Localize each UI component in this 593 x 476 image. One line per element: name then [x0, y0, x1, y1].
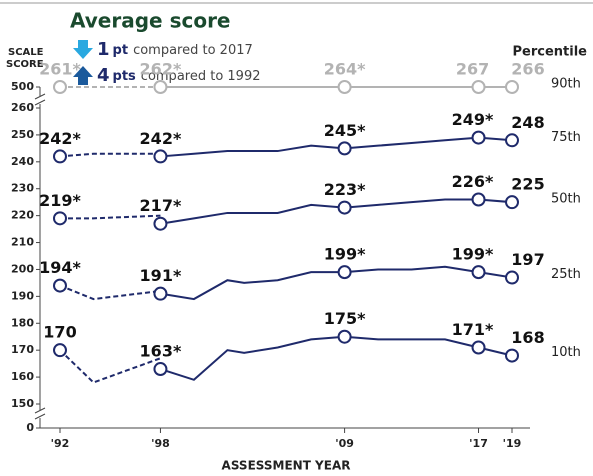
point — [471, 80, 486, 94]
y-tick-label: 200 — [11, 262, 34, 275]
change-arrow — [73, 66, 93, 85]
point — [337, 141, 352, 156]
point — [153, 362, 168, 377]
point — [53, 278, 67, 293]
change-arrow — [73, 40, 93, 59]
line — [160, 265, 513, 301]
change-unit: pt — [113, 43, 129, 58]
legend-label: 25th — [551, 267, 581, 282]
legend-label: 10th — [551, 345, 581, 360]
point — [505, 195, 519, 210]
point — [337, 200, 352, 215]
data-label: 248 — [511, 113, 544, 132]
x-tick-label: '98 — [151, 437, 170, 450]
point — [471, 265, 486, 280]
data-label: 226* — [452, 172, 494, 191]
legend-title: Percentile — [513, 45, 588, 60]
point — [153, 216, 168, 231]
change-description: compared to 1992 — [141, 69, 261, 84]
y-tick-label: 210 — [11, 236, 34, 249]
line — [160, 136, 513, 158]
point — [337, 329, 352, 344]
axis-break — [34, 93, 46, 106]
x-tick-label: '19 — [503, 437, 522, 450]
y-tick-label: 500 — [11, 80, 34, 93]
change-text: 1 pt compared to 2017 — [97, 39, 253, 60]
point — [505, 270, 519, 285]
data-label: 163* — [140, 342, 182, 361]
point — [53, 343, 67, 358]
data-label: 217* — [140, 196, 182, 215]
change-unit: pts — [113, 69, 137, 84]
point — [53, 211, 67, 226]
data-label: 199* — [324, 245, 366, 264]
data-label: 262* — [140, 60, 182, 79]
data-label: 267 — [456, 60, 489, 79]
chart-title: Average score — [70, 9, 231, 33]
data-label: 266 — [511, 60, 544, 79]
point — [153, 80, 168, 94]
y-axis-label: SCALE — [8, 47, 44, 58]
data-label: 168 — [511, 328, 544, 347]
data-label: 191* — [140, 266, 182, 285]
y-tick-label: 230 — [11, 182, 34, 195]
point — [53, 80, 67, 94]
data-label: 199* — [452, 245, 494, 264]
y-tick-label: 180 — [11, 316, 34, 329]
dashed-line — [60, 214, 161, 220]
point — [471, 130, 486, 145]
point — [53, 149, 67, 164]
change-amount: 1 — [97, 39, 110, 60]
change-description: compared to 2017 — [133, 43, 253, 58]
data-label: 171* — [452, 320, 494, 339]
point — [505, 80, 519, 94]
data-label: 175* — [324, 309, 366, 328]
x-tick-label: '92 — [51, 437, 70, 450]
legend-label: 50th — [551, 192, 581, 207]
change-amount: 4 — [97, 65, 110, 86]
dashed-line — [59, 284, 161, 301]
line — [160, 335, 513, 381]
x-axis-label: ASSESSMENT YEAR — [222, 459, 351, 473]
y-tick-label: 250 — [11, 128, 34, 141]
change-text: 4 pts compared to 1992 — [97, 65, 261, 86]
point — [153, 286, 168, 301]
point — [153, 149, 168, 164]
point — [471, 340, 486, 355]
data-label: 249* — [452, 110, 494, 129]
line — [160, 198, 513, 225]
point — [471, 192, 486, 207]
point — [505, 133, 519, 148]
y-tick-label: 190 — [11, 289, 34, 302]
data-label: 170 — [43, 323, 76, 342]
y-tick-label: 220 — [11, 209, 34, 222]
data-label: 242* — [39, 129, 81, 148]
data-label: 223* — [324, 180, 366, 199]
point — [505, 348, 519, 363]
legend-label: 90th — [551, 77, 581, 92]
data-label: 245* — [324, 121, 366, 140]
data-label: 242* — [140, 129, 182, 148]
y-tick-label: 260 — [11, 101, 34, 114]
x-tick-label: '09 — [335, 437, 354, 450]
data-label: 261* — [39, 60, 81, 79]
data-label: 219* — [39, 191, 81, 210]
data-label: 225 — [511, 175, 544, 194]
x-tick-label: '17 — [469, 437, 488, 450]
y-tick-label: 240 — [11, 155, 34, 168]
data-label: 197 — [511, 250, 544, 269]
data-label: 194* — [39, 258, 81, 277]
dashed-line — [59, 152, 161, 158]
y-tick-label: 150 — [11, 397, 34, 410]
data-label: 264* — [324, 60, 366, 79]
point — [337, 265, 352, 280]
axis-break — [34, 407, 46, 420]
y-tick-label: 0 — [26, 421, 34, 434]
point — [337, 80, 352, 94]
y-tick-label: 170 — [11, 343, 34, 356]
y-axis-label: SCORE — [6, 59, 44, 70]
legend-label: 75th — [551, 130, 581, 145]
y-tick-label: 160 — [11, 370, 34, 383]
